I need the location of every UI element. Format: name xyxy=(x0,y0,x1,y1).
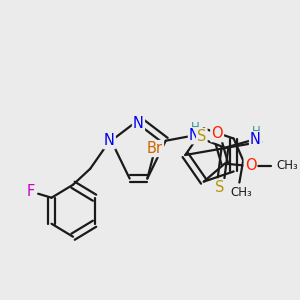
Text: S: S xyxy=(215,180,225,195)
Text: N: N xyxy=(104,133,115,148)
Text: H: H xyxy=(191,121,200,134)
Text: O: O xyxy=(245,158,256,173)
Text: F: F xyxy=(26,184,34,199)
Text: O: O xyxy=(211,126,223,141)
Text: N: N xyxy=(133,116,144,131)
Text: Br: Br xyxy=(147,141,163,156)
Text: H: H xyxy=(252,125,261,138)
Text: N: N xyxy=(250,132,261,147)
Text: CH₃: CH₃ xyxy=(230,186,252,199)
Text: CH₃: CH₃ xyxy=(276,159,298,172)
Text: N: N xyxy=(189,128,200,143)
Text: S: S xyxy=(197,129,206,144)
